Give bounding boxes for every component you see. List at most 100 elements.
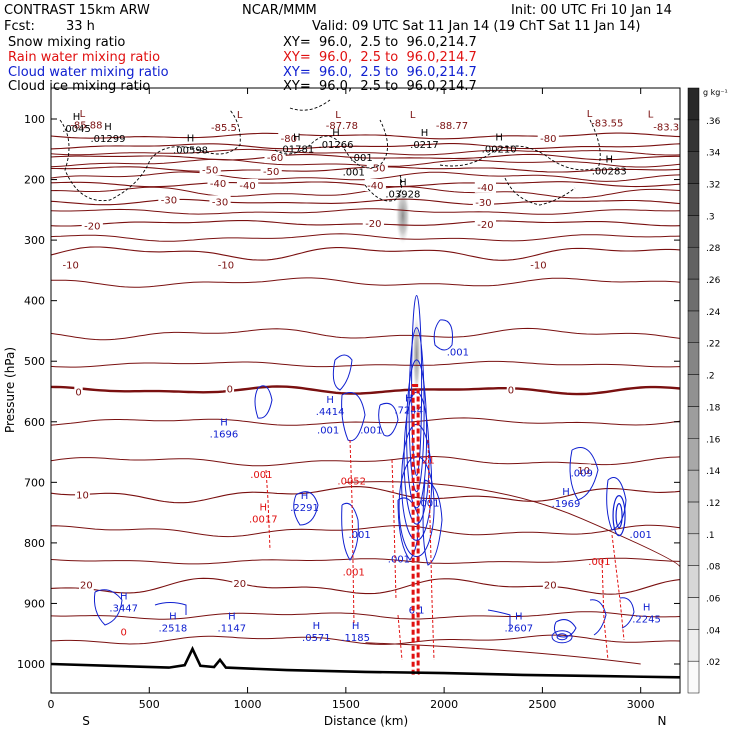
temperature-label: -20 bbox=[84, 222, 100, 233]
rain-water-contour bbox=[397, 614, 403, 661]
colorbar-tick-label: .26 bbox=[706, 276, 721, 286]
temperature-label: -80 bbox=[281, 134, 297, 145]
init-time: Init: 00 UTC Fri 10 Jan 14 bbox=[511, 3, 672, 18]
temperature-label-bg bbox=[364, 179, 386, 192]
y-tick-label: 800 bbox=[24, 537, 45, 550]
cloud-water-contour bbox=[422, 479, 443, 566]
cloud-water-contour-core bbox=[406, 359, 428, 509]
temperature-label-bg bbox=[209, 195, 231, 208]
temperature-label-bg bbox=[66, 118, 107, 131]
temperature-label-bg bbox=[74, 385, 83, 398]
cloud-water-contour bbox=[94, 589, 123, 626]
temperature-label-bg bbox=[576, 464, 592, 477]
colorbar-tick-label: .2 bbox=[706, 372, 715, 382]
cloud-water-high-marker: H bbox=[301, 491, 309, 502]
temperature-label: 20 bbox=[80, 581, 93, 592]
x-tick-label: 0 bbox=[48, 698, 55, 711]
colorbar-swatch bbox=[687, 501, 700, 535]
temperature-label: 10 bbox=[76, 490, 89, 501]
temperature-label-bg bbox=[81, 219, 103, 232]
snow-label: .01781 bbox=[279, 145, 314, 156]
y-tick-label: 700 bbox=[24, 476, 45, 489]
temperature-contour-minor bbox=[51, 186, 680, 199]
snow-label: .0045 bbox=[62, 124, 91, 135]
cloud-water-contour-core bbox=[615, 503, 623, 529]
colorbar-swatch bbox=[687, 629, 700, 662]
temperature-label-bg bbox=[542, 578, 558, 591]
cloud-water-contour-core bbox=[408, 327, 425, 493]
y-tick-label: 300 bbox=[24, 234, 45, 247]
cloud-water-label: .0571 bbox=[302, 633, 331, 644]
temperature-contour-minor bbox=[51, 360, 680, 368]
temperature-label-bg bbox=[260, 165, 282, 178]
temperature-label-bg bbox=[264, 151, 286, 164]
snow-high-marker: H bbox=[293, 133, 301, 144]
temperature-label: -20 bbox=[477, 220, 493, 231]
snow-label: .01266 bbox=[319, 140, 354, 151]
colorbar-swatch bbox=[687, 565, 700, 598]
snow-label: .00283 bbox=[592, 166, 627, 177]
colorbar-tick-label: .08 bbox=[706, 563, 721, 573]
temperature-contour--50 bbox=[51, 166, 680, 173]
temperature-label-bg bbox=[587, 116, 628, 129]
cloud-water-contour bbox=[293, 491, 319, 526]
chart-title-left: CONTRAST 15km ARW bbox=[4, 3, 150, 18]
temperature-contour-minor bbox=[51, 208, 680, 215]
temperature-label: 0 bbox=[508, 386, 514, 397]
cloud-water-label: .2607 bbox=[504, 624, 533, 635]
colorbar-tick-label: .12 bbox=[706, 499, 720, 509]
temperature-label-bg bbox=[75, 488, 90, 501]
temperature-label-bg bbox=[472, 195, 495, 208]
temperature-label: -40 bbox=[210, 179, 226, 190]
colorbar-swatch bbox=[687, 151, 700, 184]
temperature-low-marker: L bbox=[648, 110, 654, 121]
temperature-contour-minor bbox=[51, 456, 680, 467]
colorbar-tick-label: .22 bbox=[706, 340, 720, 350]
forecast-label: Fcst: bbox=[4, 19, 35, 34]
temperature-contour-minor bbox=[51, 417, 680, 426]
colorbar-swatch bbox=[687, 438, 700, 471]
cloud-water-label: .001 bbox=[348, 530, 370, 541]
rain-label: 21 bbox=[422, 455, 435, 466]
y-tick-label: 100 bbox=[24, 113, 45, 126]
rain-label: .001 bbox=[343, 567, 365, 578]
cloud-water-label: .001 bbox=[447, 348, 469, 359]
temperature-label: -30 bbox=[475, 198, 491, 209]
temperature-label-bg bbox=[232, 576, 248, 589]
cloud-water-label: .1969 bbox=[552, 499, 581, 510]
cloud-water-high-marker: H bbox=[515, 612, 523, 623]
x-axis-label: Distance (km) bbox=[324, 714, 408, 728]
cloud-water-contour bbox=[341, 392, 366, 442]
temperature-label-bg bbox=[225, 382, 235, 395]
cloud-water-label: .001 bbox=[630, 530, 652, 541]
temperature-label-bg bbox=[649, 120, 680, 133]
temperature-contour-minor bbox=[51, 611, 680, 620]
snow-contour bbox=[274, 119, 388, 169]
temperature-label: -60 bbox=[267, 153, 283, 164]
colorbar-tick-label: .18 bbox=[706, 403, 721, 413]
cloud-water-label: 6.1 bbox=[409, 606, 425, 617]
temperature-label: -85.5 bbox=[211, 123, 237, 134]
cloud-water-high-marker: H bbox=[562, 487, 570, 498]
cloud-water-label: .3447 bbox=[109, 604, 138, 615]
colorbar-tick-label: .04 bbox=[706, 626, 721, 636]
temperature-label-bg bbox=[199, 163, 221, 176]
temperature-label: 20 bbox=[544, 581, 557, 592]
cloud-water-contour bbox=[154, 602, 187, 615]
y-tick-label: 400 bbox=[24, 295, 45, 308]
cloud-water-contour-core bbox=[411, 294, 423, 476]
snow-high-marker: H bbox=[73, 112, 81, 123]
snow-contour bbox=[289, 99, 331, 111]
rain-water-contour bbox=[391, 459, 397, 601]
cloud-water-contour bbox=[254, 385, 273, 419]
y-tick-label: 900 bbox=[24, 597, 45, 610]
rain-label: .0017 bbox=[249, 515, 278, 526]
cloud-water-contour bbox=[569, 447, 599, 501]
temperature-label-bg bbox=[215, 258, 237, 271]
snow-label: .00598 bbox=[173, 145, 208, 156]
temperature-label: 0 bbox=[75, 388, 81, 399]
snow-high-marker: H bbox=[187, 133, 195, 144]
colorbar-swatch bbox=[687, 87, 700, 121]
temperature-label: -40 bbox=[477, 183, 493, 194]
rain-water-contour bbox=[601, 559, 609, 661]
